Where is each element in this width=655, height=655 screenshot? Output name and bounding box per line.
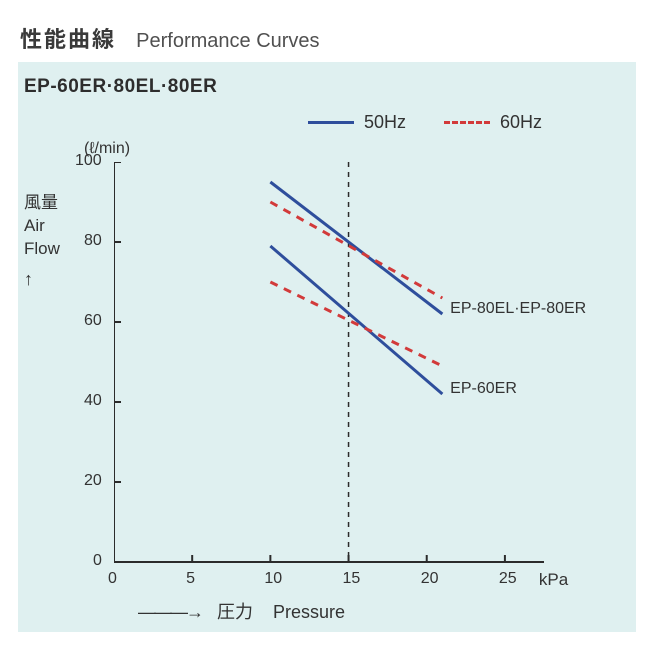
y-axis-label: 風量 Air Flow ↑ <box>24 192 60 291</box>
title-jp: 性能曲線 <box>20 27 116 52</box>
x-label-jp: 圧力 <box>217 602 253 622</box>
y-label-en1: Air <box>24 216 45 235</box>
x-tick-label: 0 <box>108 570 117 588</box>
x-label-en: Pressure <box>273 602 345 622</box>
x-tick-label: 5 <box>186 570 195 588</box>
model-label: EP-60ER·80EL·80ER <box>24 76 217 98</box>
x-unit: kPa <box>539 570 568 590</box>
y-tick-label: 100 <box>75 152 102 170</box>
y-tick-label: 60 <box>84 312 102 330</box>
legend-swatch-60hz <box>444 121 490 124</box>
legend: 50Hz 60Hz <box>308 112 542 133</box>
x-tick-label: 10 <box>264 570 282 588</box>
title-en: Performance Curves <box>136 30 319 52</box>
y-tick-label: 0 <box>93 552 102 570</box>
legend-label-60hz: 60Hz <box>500 112 542 133</box>
page-title: 性能曲線 Performance Curves <box>20 22 320 54</box>
x-tick-label: 25 <box>499 570 517 588</box>
y-tick-label: 80 <box>84 232 102 250</box>
y-tick-label: 40 <box>84 392 102 410</box>
legend-swatch-50hz <box>308 121 354 124</box>
y-arrow-icon: ↑ <box>24 267 60 291</box>
chart-panel: EP-60ER·80EL·80ER 50Hz 60Hz 風量 Air Flow … <box>18 62 636 632</box>
x-tick-label: 15 <box>343 570 361 588</box>
y-tick-label: 20 <box>84 472 102 490</box>
legend-label-50hz: 50Hz <box>364 112 406 133</box>
chart-plot <box>114 162 546 564</box>
y-label-jp: 風量 <box>24 193 58 212</box>
y-label-en2: Flow <box>24 239 60 258</box>
x-axis-label: ———→ 圧力 Pressure <box>138 598 345 624</box>
x-tick-label: 20 <box>421 570 439 588</box>
series-label: EP-60ER <box>450 380 517 398</box>
series-label: EP-80EL·EP-80ER <box>450 300 586 318</box>
x-arrow-icon: ———→ <box>138 602 202 622</box>
